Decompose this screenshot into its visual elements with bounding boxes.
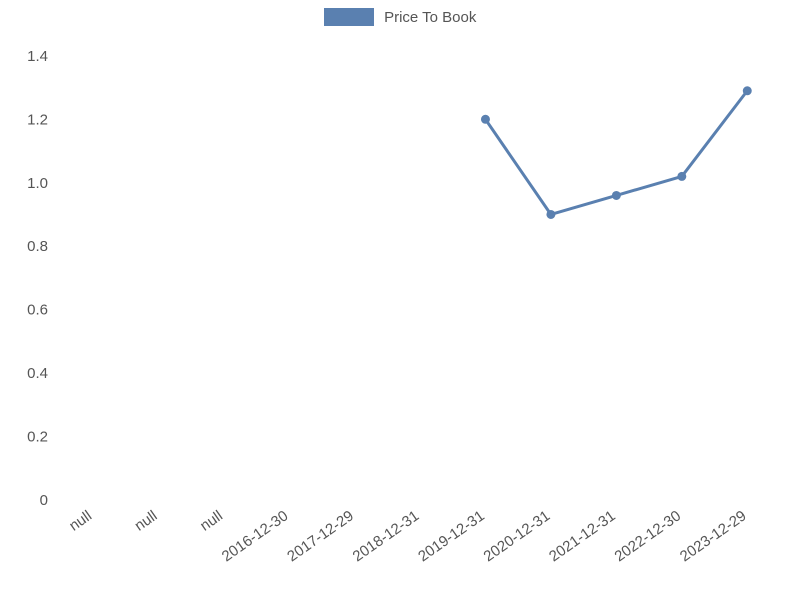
y-tick-label: 1.4 (27, 48, 48, 65)
y-tick-label: 0.2 (27, 429, 48, 446)
x-tick-label: 2023-12-29 (677, 507, 750, 565)
x-tick-label: null (197, 507, 226, 534)
x-tick-label: 2017-12-29 (284, 507, 357, 565)
y-tick-label: 0 (40, 492, 48, 509)
data-point (743, 87, 751, 95)
x-tick-label: 2022-12-30 (612, 507, 685, 565)
x-tick-label: null (66, 507, 95, 534)
data-point (612, 191, 620, 199)
y-tick-label: 0.6 (27, 302, 48, 319)
chart-container: Price To Book 00.20.40.60.81.01.21.4null… (0, 0, 800, 600)
x-tick-label: 2016-12-30 (219, 507, 292, 565)
x-tick-label: 2021-12-31 (546, 507, 619, 565)
y-tick-label: 1.2 (27, 111, 48, 128)
x-tick-label: 2020-12-31 (481, 507, 554, 565)
y-tick-label: 1.0 (27, 175, 48, 192)
x-tick-label: null (132, 507, 161, 534)
legend-swatch (324, 8, 374, 26)
y-tick-label: 0.8 (27, 238, 48, 255)
x-tick-label: 2019-12-31 (415, 507, 488, 565)
x-tick-label: 2018-12-31 (350, 507, 423, 565)
legend: Price To Book (0, 8, 800, 26)
data-point (547, 210, 555, 218)
data-point (678, 172, 686, 180)
legend-label: Price To Book (384, 9, 476, 26)
data-point (481, 115, 489, 123)
y-tick-label: 0.4 (27, 365, 48, 382)
line-chart: 00.20.40.60.81.01.21.4nullnullnull2016-1… (0, 0, 800, 600)
